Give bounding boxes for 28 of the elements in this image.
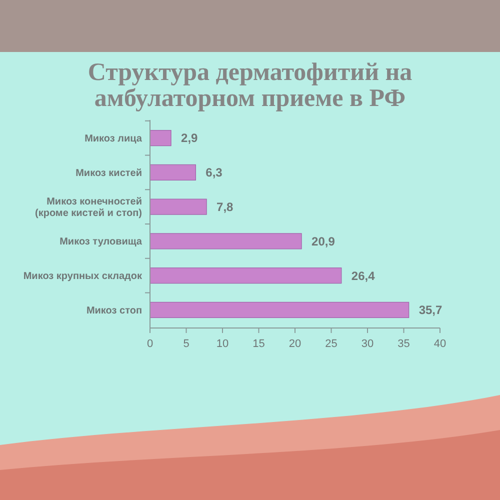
y-tick-label: Микоз лица <box>84 134 142 145</box>
data-label: 2,9 <box>181 131 198 146</box>
bar <box>150 130 172 146</box>
bar <box>150 302 410 318</box>
y-tick-label: Микоз кистей <box>76 168 142 179</box>
data-label: 35,7 <box>418 303 443 318</box>
y-tick-label: Микоз крупных складок <box>23 271 143 282</box>
x-tick-label: 40 <box>434 338 446 350</box>
y-tick-label: Микоз конечностей (кроме кистей и стоп) <box>35 196 142 219</box>
bar <box>150 198 207 215</box>
data-label: 20,9 <box>312 234 336 248</box>
x-tick-label: 20 <box>288 338 302 350</box>
x-tick-label: 25 <box>325 338 338 350</box>
bar <box>150 164 196 180</box>
chart-title: Структура дерматофитий на амбулаторном приеме в РФ <box>88 59 413 112</box>
data-label: 26,4 <box>351 268 376 283</box>
y-tick-label: Микоз стоп <box>86 305 142 316</box>
y-tick-label: Микоз туловища <box>60 236 142 248</box>
x-tick-label: 15 <box>252 338 265 350</box>
x-tick-label: 0 <box>146 338 154 350</box>
x-tick-label: 5 <box>183 338 190 350</box>
data-label: 6,3 <box>206 166 223 180</box>
bar <box>150 268 342 284</box>
x-tick-label: 30 <box>361 338 374 350</box>
data-label: 7,8 <box>216 200 234 214</box>
x-tick-label: 35 <box>398 338 410 350</box>
bar <box>150 233 302 250</box>
x-tick-label: 10 <box>216 338 229 350</box>
